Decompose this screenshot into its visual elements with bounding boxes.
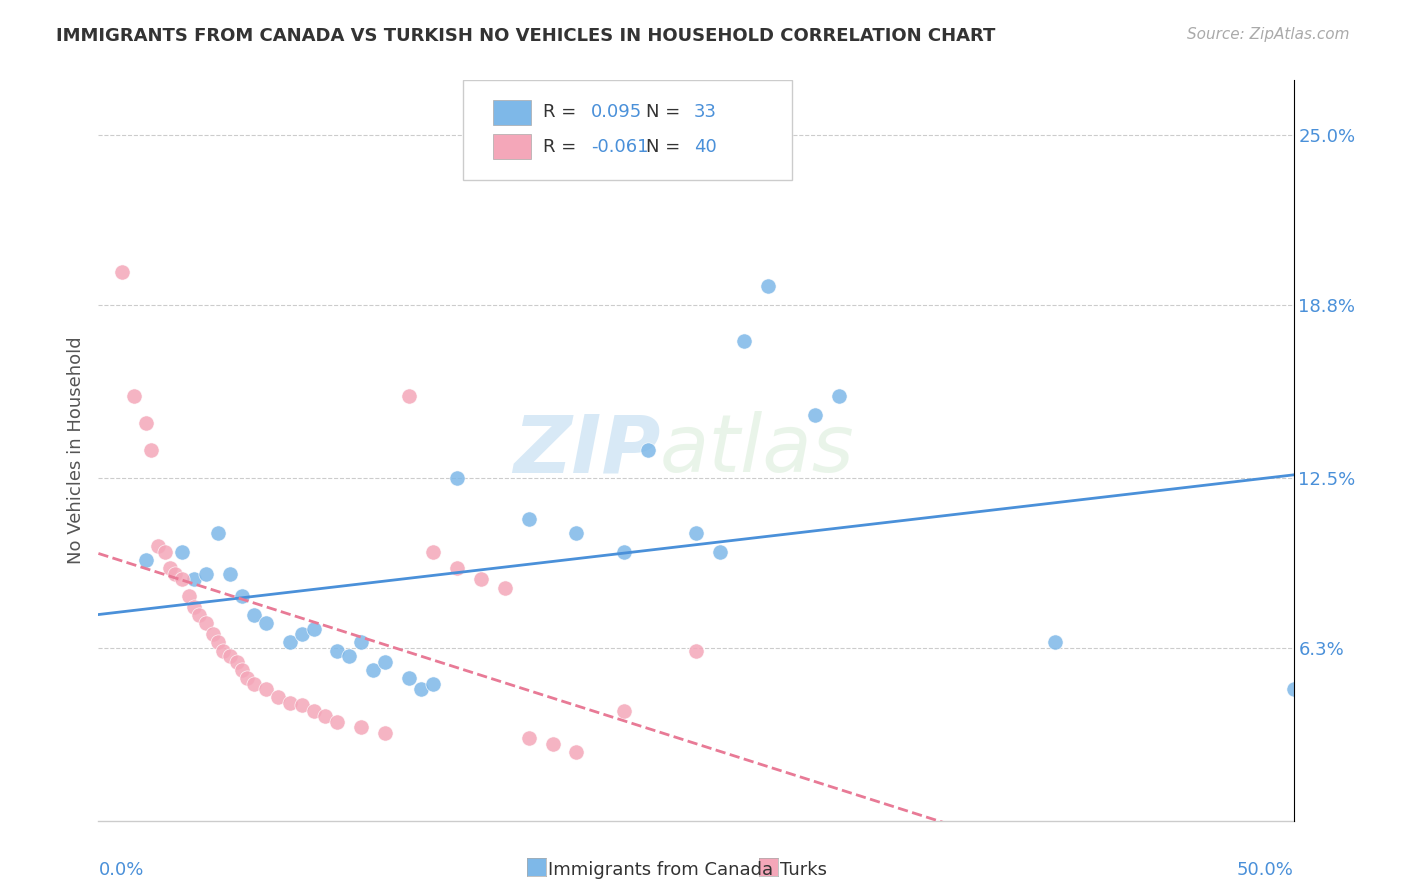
Point — [828, 389, 851, 403]
Point — [195, 616, 218, 631]
Point — [172, 545, 194, 559]
Point — [124, 389, 146, 403]
Point — [422, 545, 444, 559]
Point — [1282, 681, 1305, 696]
Point — [517, 512, 540, 526]
Point — [135, 416, 157, 430]
Point — [163, 566, 186, 581]
Point — [211, 643, 233, 657]
Point — [709, 545, 731, 559]
Point — [148, 540, 170, 554]
Point — [302, 622, 325, 636]
Text: -0.061: -0.061 — [591, 138, 648, 156]
Point — [219, 566, 242, 581]
Point — [350, 635, 373, 649]
Point — [278, 696, 301, 710]
Point — [195, 566, 218, 581]
Point — [685, 525, 707, 540]
Point — [613, 545, 636, 559]
Point — [231, 589, 253, 603]
Point — [183, 572, 205, 586]
Point — [291, 698, 314, 713]
Text: ZIP: ZIP — [513, 411, 661, 490]
Text: N =: N = — [645, 138, 686, 156]
Text: N =: N = — [645, 103, 686, 121]
Point — [541, 737, 564, 751]
Point — [135, 553, 157, 567]
Point — [517, 731, 540, 746]
Point — [139, 443, 162, 458]
Point — [172, 572, 194, 586]
Point — [267, 690, 290, 705]
Point — [398, 389, 420, 403]
Point — [302, 704, 325, 718]
Point — [613, 704, 636, 718]
Point — [159, 561, 181, 575]
Point — [804, 408, 827, 422]
Text: 33: 33 — [693, 103, 717, 121]
Point — [565, 745, 588, 759]
Point — [207, 635, 229, 649]
Point — [733, 334, 755, 348]
Point — [235, 671, 257, 685]
FancyBboxPatch shape — [494, 100, 531, 125]
Text: Immigrants from Canada: Immigrants from Canada — [548, 861, 773, 879]
Point — [155, 545, 177, 559]
Point — [446, 471, 468, 485]
Point — [226, 655, 249, 669]
Point — [1043, 635, 1066, 649]
Point — [278, 635, 301, 649]
Point — [374, 726, 396, 740]
Point — [470, 572, 492, 586]
Point — [254, 616, 277, 631]
Text: R =: R = — [543, 103, 582, 121]
Point — [187, 607, 209, 622]
Point — [231, 663, 253, 677]
Point — [422, 676, 444, 690]
FancyBboxPatch shape — [463, 80, 792, 180]
Point — [398, 671, 420, 685]
Point — [374, 655, 396, 669]
Text: Turks: Turks — [780, 861, 827, 879]
Point — [326, 643, 349, 657]
Point — [350, 720, 373, 734]
Point — [315, 709, 337, 723]
Point — [254, 681, 277, 696]
Point — [446, 561, 468, 575]
Point — [637, 443, 659, 458]
Point — [202, 627, 225, 641]
Text: atlas: atlas — [661, 411, 855, 490]
Point — [179, 589, 201, 603]
Text: R =: R = — [543, 138, 582, 156]
Text: 0.0%: 0.0% — [98, 861, 143, 879]
Point — [565, 525, 588, 540]
Point — [111, 265, 134, 279]
Point — [183, 599, 205, 614]
Point — [243, 607, 266, 622]
Point — [207, 525, 229, 540]
Point — [494, 581, 516, 595]
Text: Source: ZipAtlas.com: Source: ZipAtlas.com — [1187, 27, 1350, 42]
Point — [326, 714, 349, 729]
Point — [219, 649, 242, 664]
Point — [685, 643, 707, 657]
Text: 0.095: 0.095 — [591, 103, 643, 121]
Text: 50.0%: 50.0% — [1237, 861, 1294, 879]
Y-axis label: No Vehicles in Household: No Vehicles in Household — [66, 336, 84, 565]
Text: IMMIGRANTS FROM CANADA VS TURKISH NO VEHICLES IN HOUSEHOLD CORRELATION CHART: IMMIGRANTS FROM CANADA VS TURKISH NO VEH… — [56, 27, 995, 45]
Point — [291, 627, 314, 641]
Point — [363, 663, 385, 677]
FancyBboxPatch shape — [494, 135, 531, 160]
Point — [756, 279, 779, 293]
Point — [411, 681, 433, 696]
Point — [339, 649, 361, 664]
Text: 40: 40 — [693, 138, 716, 156]
Point — [243, 676, 266, 690]
